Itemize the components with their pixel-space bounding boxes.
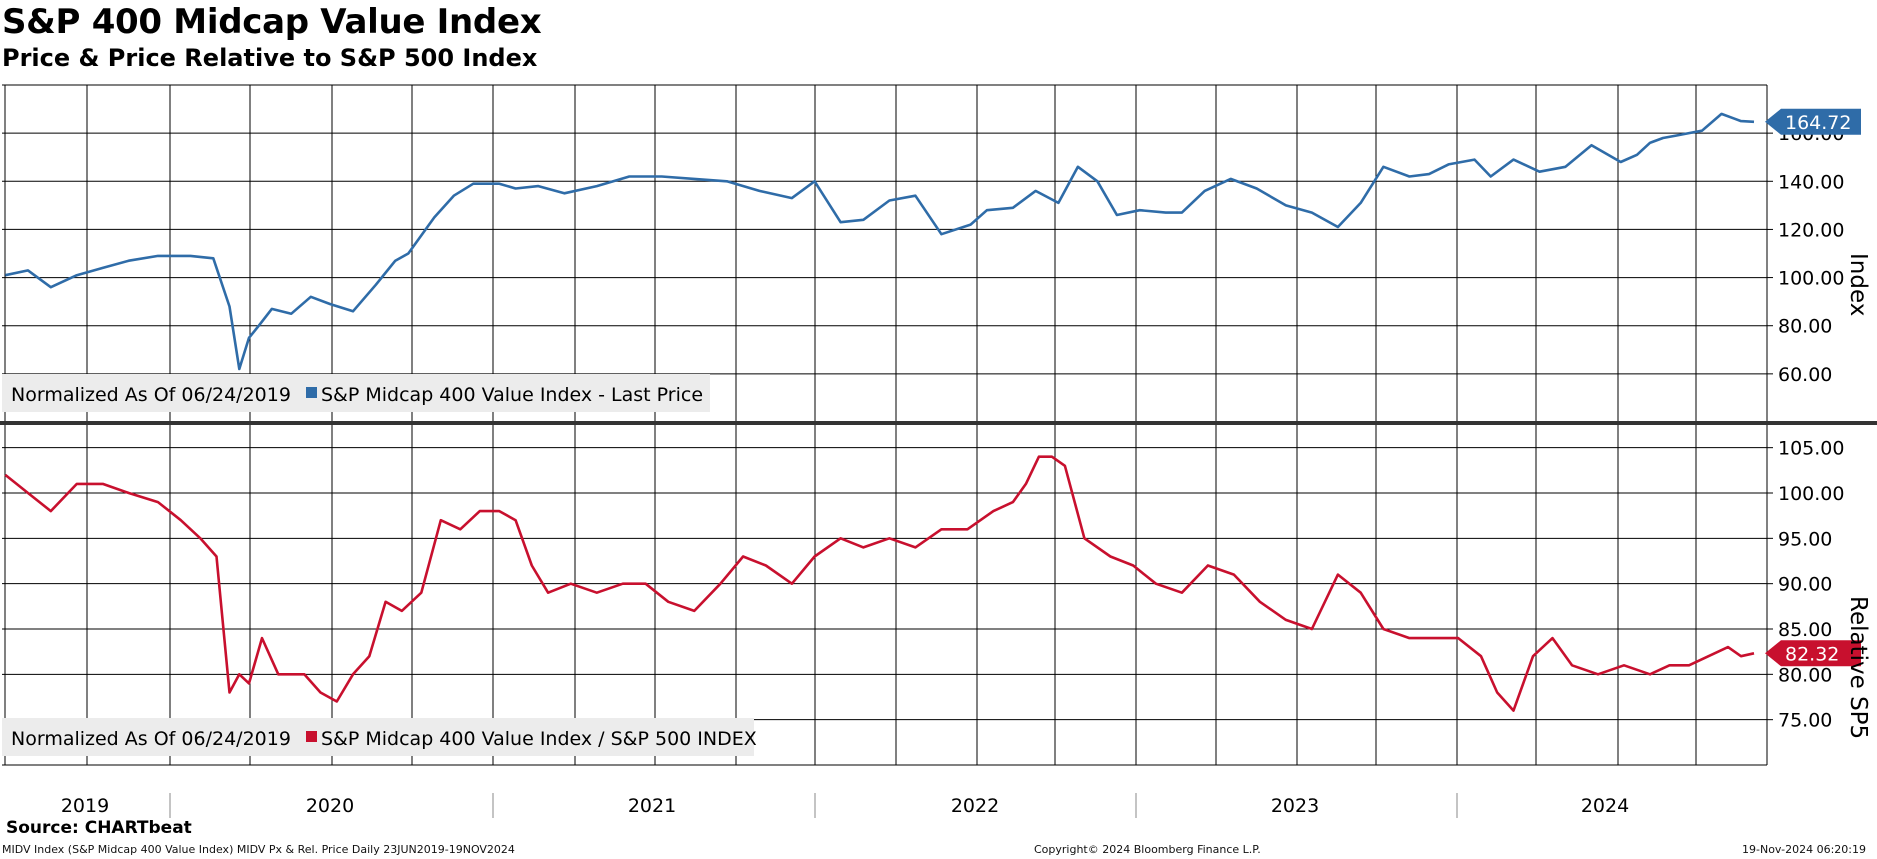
x-tick-label: 2023 xyxy=(1271,795,1319,817)
x-tick-label: 2022 xyxy=(951,795,999,817)
legend-box xyxy=(2,718,754,756)
y-tick-label: 100.00 xyxy=(1778,268,1844,290)
legend-swatch xyxy=(306,387,317,398)
legend-note: Normalized As Of 06/24/2019 xyxy=(11,728,291,750)
footer-series-info: MIDV Index (S&P Midcap 400 Value Index) … xyxy=(2,843,515,856)
x-tick-label: 2024 xyxy=(1581,795,1629,817)
y-tick-label: 120.00 xyxy=(1778,219,1844,241)
chart-title: S&P 400 Midcap Value Index xyxy=(2,2,542,42)
y-tick-label: 140.00 xyxy=(1778,171,1844,193)
legend-note: Normalized As Of 06/24/2019 xyxy=(11,384,291,406)
y-axis-title: Index xyxy=(1845,253,1871,316)
relative-series-line xyxy=(4,455,1755,712)
y-tick-label: 75.00 xyxy=(1778,710,1832,732)
legend-swatch xyxy=(306,731,317,742)
relative-panel: 75.00 80.00 85.00 90.00 95.00 100.00 105.00 82.… xyxy=(2,425,1871,765)
x-axis: 2019 2020 2021 2022 2023 2024 xyxy=(0,84,1877,818)
footer-timestamp: 19-Nov-2024 06:20:19 xyxy=(1742,843,1867,856)
y-axis-title: Relative SP5 xyxy=(1845,596,1871,739)
y-tick-label: 85.00 xyxy=(1778,619,1832,641)
panel-separator xyxy=(0,421,1877,425)
legend-label: S&P Midcap 400 Value Index - Last Price xyxy=(321,384,703,406)
last-value-tag xyxy=(1765,640,1861,667)
footer-copyright: Copyright© 2024 Bloomberg Finance L.P. xyxy=(1034,843,1261,856)
y-tick-label: 80.00 xyxy=(1778,316,1832,338)
price-panel: 60.0080.00100.00120.00140.00160.00164.72… xyxy=(2,85,1871,422)
y-tick-label: 80.00 xyxy=(1778,664,1832,686)
legend-box xyxy=(2,374,710,412)
last-value-label: 82.32 xyxy=(1785,643,1839,665)
y-tick-label: 100.00 xyxy=(1778,483,1844,505)
legend-label: S&P Midcap 400 Value Index / S&P 500 IND… xyxy=(321,728,757,750)
last-value-label: 164.72 xyxy=(1785,112,1851,134)
last-value-tag xyxy=(1765,108,1861,135)
x-tick-label: 2020 xyxy=(306,795,354,817)
y-tick-label: 95.00 xyxy=(1778,528,1832,550)
y-tick-label: 105.00 xyxy=(1778,438,1844,460)
x-tick-label: 2021 xyxy=(628,795,676,817)
x-tick-label: 2019 xyxy=(61,795,109,817)
chart-subtitle: Price & Price Relative to S&P 500 Index xyxy=(2,44,538,72)
y-tick-label: 60.00 xyxy=(1778,364,1832,386)
price-series-line xyxy=(5,112,1755,371)
source-note: Source: CHARTbeat xyxy=(6,818,192,838)
y-tick-label: 90.00 xyxy=(1778,574,1832,596)
